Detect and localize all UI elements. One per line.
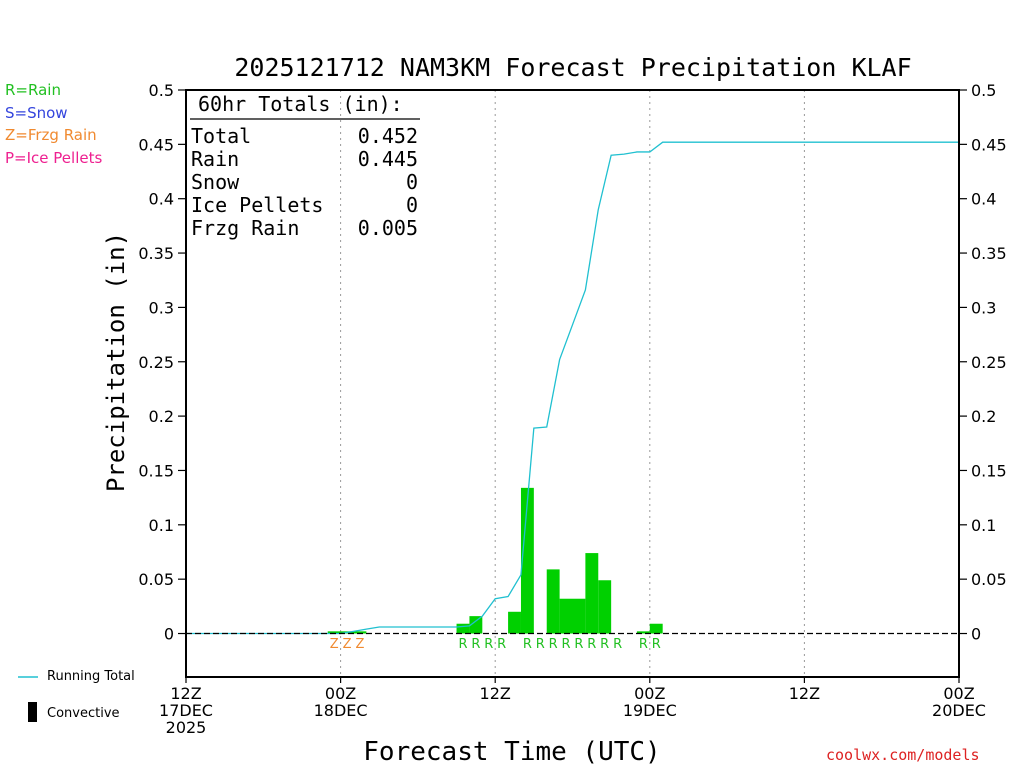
chart-title: 2025121712 NAM3KM Forecast Precipitation… — [234, 53, 911, 82]
type-label-14: R — [613, 637, 622, 652]
legend-snow: S=Snow — [5, 104, 68, 122]
bar-10 — [585, 553, 599, 634]
ytick-left-label-1: 0.05 — [138, 570, 174, 589]
totals-value-0: 0.452 — [358, 124, 418, 148]
totals-value-2: 0 — [406, 170, 418, 194]
totals-value-1: 0.445 — [358, 147, 418, 171]
type-label-13: R — [600, 637, 609, 652]
bar-8 — [559, 598, 573, 634]
y-axis-right: 0 0.05 0.1 0.15 0.2 0.25 0.3 0.35 0.4 0.45 0.5 — [959, 81, 1007, 644]
xtick-label-5-0: 00Z — [943, 684, 974, 703]
xtick-label-1-1: 18DEC — [314, 701, 368, 720]
type-label-0: Z — [330, 637, 339, 652]
ytick-left-label-6: 0.3 — [149, 298, 174, 317]
convective-key-swatch — [28, 702, 37, 722]
type-label-4: R — [471, 637, 480, 652]
ytick-left-label-9: 0.45 — [138, 135, 174, 154]
ytick-left-label-3: 0.15 — [138, 461, 174, 480]
ytick-left-label-0: 0 — [164, 625, 174, 644]
plot-frame — [185, 89, 960, 678]
ytick-right-label-8: 0.4 — [971, 190, 996, 209]
xtick-label-2-0: 12Z — [480, 684, 511, 703]
xtick-label-0-2: 2025 — [166, 718, 207, 737]
ytick-right-label-6: 0.3 — [971, 298, 996, 317]
type-label-1: Z — [343, 637, 352, 652]
running-total-line — [186, 141, 959, 635]
bars-layer — [327, 487, 663, 634]
running-total-layer — [186, 141, 959, 635]
ytick-right-label-10: 0.5 — [971, 81, 996, 100]
legend-rain: R=Rain — [5, 81, 61, 99]
bar-2 — [353, 631, 367, 634]
totals-header: 60hr Totals (in): — [198, 92, 403, 116]
xtick-label-3-0: 00Z — [634, 684, 665, 703]
bar-5 — [508, 611, 521, 634]
type-label-16: R — [652, 637, 661, 652]
type-label-2: Z — [355, 637, 364, 652]
totals-label-2: Snow — [191, 170, 240, 194]
type-label-10: R — [562, 637, 571, 652]
bar-0 — [327, 631, 341, 634]
legend-frzg-rain: Z=Frzg Rain — [5, 126, 97, 144]
ytick-right-label-2: 0.1 — [971, 516, 996, 535]
xtick-label-1-0: 00Z — [325, 684, 356, 703]
y-axis-left: 0 0.05 0.1 0.15 0.2 0.25 0.3 0.35 0.4 0.45 0.5 — [138, 81, 186, 644]
type-label-5: R — [484, 637, 493, 652]
ytick-right-label-0: 0 — [971, 625, 981, 644]
ytick-left-label-8: 0.4 — [149, 190, 174, 209]
totals-label-0: Total — [191, 124, 251, 148]
ytick-right-label-1: 0.05 — [971, 570, 1007, 589]
bar-9 — [572, 598, 586, 634]
xtick-label-0-1: 17DEC — [159, 701, 213, 720]
type-label-12: R — [587, 637, 596, 652]
running-total-key-label: Running Total — [47, 669, 135, 684]
y-axis-label: Precipitation (in) — [102, 232, 130, 492]
totals-label-1: Rain — [191, 147, 239, 171]
bar-4 — [469, 616, 483, 634]
ytick-right-label-4: 0.2 — [971, 407, 996, 426]
ytick-left-label-4: 0.2 — [149, 407, 174, 426]
type-label-3: R — [458, 637, 467, 652]
xtick-label-3-1: 19DEC — [623, 701, 677, 720]
credit-link[interactable]: coolwx.com/models — [826, 746, 980, 764]
ytick-right-label-9: 0.45 — [971, 135, 1007, 154]
ytick-left-label-5: 0.25 — [138, 353, 174, 372]
type-label-8: R — [536, 637, 545, 652]
ytick-right-label-7: 0.35 — [971, 244, 1007, 263]
ytick-right-label-5: 0.25 — [971, 353, 1007, 372]
bar-11 — [598, 580, 612, 634]
totals-label-4: Frzg Rain — [191, 216, 299, 240]
bar-3 — [456, 623, 470, 634]
totals-value-3: 0 — [406, 193, 418, 217]
ytick-right-label-3: 0.15 — [971, 461, 1007, 480]
type-label-6: R — [497, 637, 506, 652]
totals-box: 60hr Totals (in): Total 0.452 Rain 0.445 Sno… — [190, 92, 420, 240]
type-label-9: R — [549, 637, 558, 652]
convective-key-label: Convective — [47, 706, 120, 721]
ytick-left-label-10: 0.5 — [149, 81, 174, 100]
xtick-label-4-0: 12Z — [789, 684, 820, 703]
legend-ice-pellets: P=Ice Pellets — [5, 149, 103, 167]
ytick-left-label-7: 0.35 — [138, 244, 174, 263]
bar-13 — [649, 623, 663, 634]
totals-value-4: 0.005 — [358, 216, 418, 240]
ytick-left-label-2: 0.1 — [149, 516, 174, 535]
xtick-label-0-0: 12Z — [170, 684, 201, 703]
bar-6 — [520, 487, 534, 634]
xtick-label-5-1: 20DEC — [932, 701, 986, 720]
bar-12 — [636, 631, 650, 634]
grid-layer — [340, 90, 805, 677]
type-label-11: R — [574, 637, 583, 652]
type-label-7: R — [523, 637, 532, 652]
type-label-15: R — [639, 637, 648, 652]
totals-label-3: Ice Pellets — [191, 193, 323, 217]
x-axis-label: Forecast Time (UTC) — [363, 737, 660, 767]
bar-7 — [546, 569, 560, 634]
